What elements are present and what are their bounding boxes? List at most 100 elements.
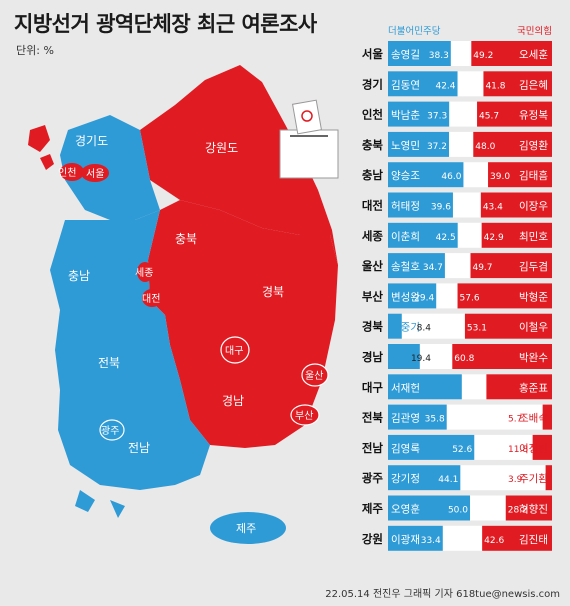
map-label-gyeonggi: 경기도	[75, 134, 108, 148]
candidate-ppp: 주기환	[519, 473, 548, 485]
bar-ppp	[545, 465, 552, 491]
candidate-dem: 강기정	[391, 473, 420, 485]
value-ppp: 43.4	[483, 203, 503, 213]
candidate-ppp: 김태흠	[519, 169, 548, 182]
candidate-dem: 양문석	[391, 352, 420, 364]
candidate-dem: 이춘희	[391, 231, 420, 243]
value-ppp: 5.7	[508, 415, 522, 425]
value-ppp: 48.0	[475, 142, 495, 152]
value-ppp: 42.9	[484, 233, 504, 243]
region-label: 충남	[362, 168, 384, 182]
korea-map: 경기도 강원도 인천 서울 충북 충남 세종 대전 경북 전북 대구 울산 경남…	[28, 65, 339, 544]
candidate-dem: 송철호	[391, 261, 420, 273]
candidate-ppp: 김두겸	[519, 261, 548, 273]
bar-dem	[388, 495, 470, 521]
map-label-chungbuk: 충북	[175, 232, 197, 246]
value-ppp: 49.7	[472, 263, 492, 273]
bar-dem	[388, 404, 447, 430]
bar-dem	[388, 222, 458, 248]
map-label-sejong: 세종	[135, 267, 153, 279]
candidate-dem: 오영훈	[391, 503, 420, 516]
map-label-jeonnam: 전남	[128, 441, 150, 455]
page-title: 지방선거 광역단체장 최근 여론조사	[14, 12, 317, 36]
map-label-daejeon: 대전	[142, 293, 160, 305]
value-dem: 42.5	[436, 233, 456, 243]
candidate-ppp: 오세훈	[519, 48, 548, 61]
candidate-ppp: 김영환	[519, 140, 548, 152]
bar-dem	[388, 253, 445, 279]
value-dem: 39.6	[431, 203, 451, 213]
value-ppp: 11.8	[508, 445, 528, 455]
map-gwangju	[99, 419, 125, 441]
region-label: 경북	[362, 320, 384, 334]
bar-dem	[388, 283, 437, 309]
candidate-ppp: 최민호	[519, 231, 548, 243]
bar-ppp	[481, 222, 552, 248]
value-ppp: 60.8	[454, 354, 474, 364]
bar-ppp	[471, 41, 552, 66]
value-ppp: 41.8	[485, 81, 505, 91]
bar-ppp	[483, 71, 552, 97]
map-gangwon	[140, 65, 338, 265]
candidate-dem: 김관영	[391, 413, 420, 425]
bar-ppp	[464, 313, 552, 339]
candidate-dem: 송영길	[391, 48, 420, 61]
region-label: 경남	[362, 350, 384, 364]
value-ppp: 45.7	[479, 112, 499, 122]
bar-dem	[388, 434, 475, 460]
region-label: 인천	[362, 108, 383, 122]
candidate-ppp: 조배숙	[519, 413, 548, 425]
candidate-dem: 김영록	[391, 443, 420, 455]
region-label: 광주	[362, 471, 384, 485]
value-dem: 29.4	[414, 293, 434, 303]
candidate-ppp: 홍준표	[519, 381, 548, 394]
candidate-ppp: 이철우	[519, 322, 548, 334]
bar-dem	[388, 41, 451, 66]
bar-ppp	[532, 434, 552, 460]
bar-ppp	[486, 374, 552, 400]
candidate-dem: 허태정	[391, 201, 420, 213]
region-label: 전북	[362, 411, 384, 425]
bar-ppp	[473, 131, 552, 157]
value-dem: 34.7	[423, 263, 443, 273]
region-label: 제주	[362, 502, 384, 516]
map-label-busan: 부산	[295, 410, 313, 422]
candidate-ppp: 허향진	[519, 504, 548, 516]
bar-ppp	[477, 101, 552, 127]
candidate-dem: 박남춘	[391, 110, 420, 122]
map-west-islands	[28, 125, 54, 170]
value-dem: 33.4	[421, 536, 441, 546]
legend-ppp: 국민의힘	[517, 26, 552, 37]
footer-credit: 22.05.14 전진우 그래픽 기자 618tue@newsis.com	[325, 589, 560, 600]
region-label: 서울	[362, 47, 384, 61]
map-seoul	[81, 164, 109, 182]
region-label: 울산	[362, 259, 384, 273]
value-dem: 46.0	[441, 172, 461, 182]
map-label-jeju: 제주	[236, 522, 256, 535]
candidate-dem: 서재헌	[391, 382, 420, 394]
unit-label: 단위: %	[16, 44, 54, 57]
bar-dem	[388, 313, 402, 339]
map-label-gwangju: 광주	[101, 425, 119, 437]
candidate-ppp: 김은혜	[519, 79, 548, 91]
value-ppp: 49.2	[473, 51, 493, 61]
value-dem: 19.4	[411, 354, 431, 364]
bar-ppp	[480, 192, 552, 218]
value-dem: 50.0	[448, 506, 468, 516]
region-label: 대전	[362, 199, 383, 213]
bar-dem	[388, 71, 458, 97]
value-ppp: 28.2	[508, 506, 528, 516]
bar-ppp	[452, 344, 552, 369]
value-dem: 37.2	[427, 142, 447, 152]
map-label-incheon: 인천	[58, 167, 76, 179]
region-label: 대구	[362, 380, 384, 394]
value-ppp: 57.6	[460, 293, 480, 303]
candidate-dem: 양승조	[391, 170, 420, 182]
bar-ppp	[470, 253, 552, 279]
map-busan	[290, 404, 320, 426]
map-daejeon	[142, 289, 162, 307]
map-jeju	[210, 512, 286, 544]
region-label: 강원	[362, 532, 383, 546]
map-label-jeonbuk: 전북	[98, 356, 120, 370]
bar-ppp	[505, 495, 552, 521]
